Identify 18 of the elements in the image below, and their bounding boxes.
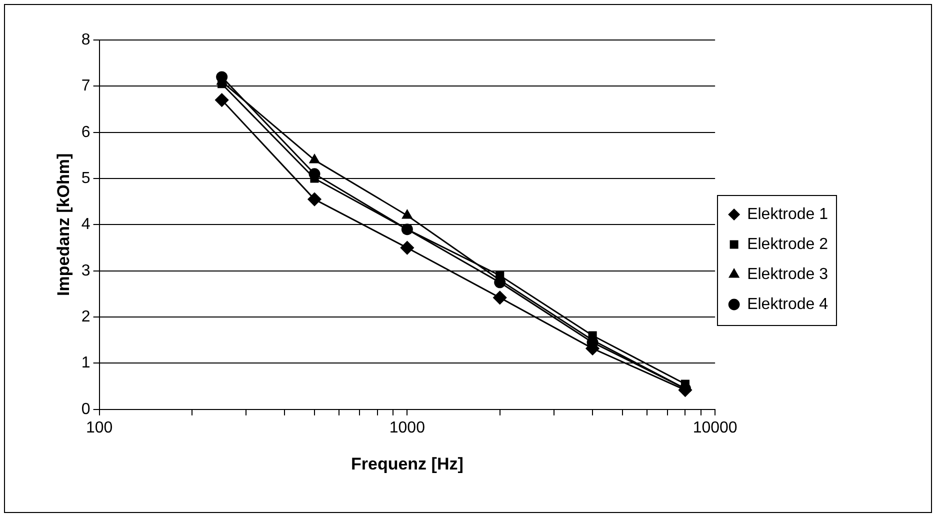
x-tick-label: 100 (86, 419, 113, 436)
y-tick-label: 8 (81, 31, 90, 48)
legend-label: Elektrode 2 (747, 236, 828, 253)
legend-label: Elektrode 4 (747, 296, 828, 313)
x-tick-label: 1000 (389, 419, 426, 436)
x-tick-label: 10000 (692, 419, 738, 436)
y-tick-label: 5 (81, 170, 90, 187)
y-tick-label: 0 (81, 400, 90, 418)
y-tick-label: 7 (81, 78, 90, 95)
y-tick-label: 3 (81, 262, 90, 280)
y-tick-label: 6 (81, 124, 90, 141)
legend-label: Elektrode 1 (747, 206, 828, 223)
x-axis-title: Frequenz [Hz] (350, 454, 464, 474)
y-tick-label: 1 (81, 354, 90, 372)
y-axis-title: Impedanz [kOhm] (54, 153, 73, 296)
legend-label: Elektrode 3 (747, 266, 828, 283)
y-tick-label: 2 (81, 308, 90, 326)
y-tick-label: 4 (81, 216, 90, 234)
